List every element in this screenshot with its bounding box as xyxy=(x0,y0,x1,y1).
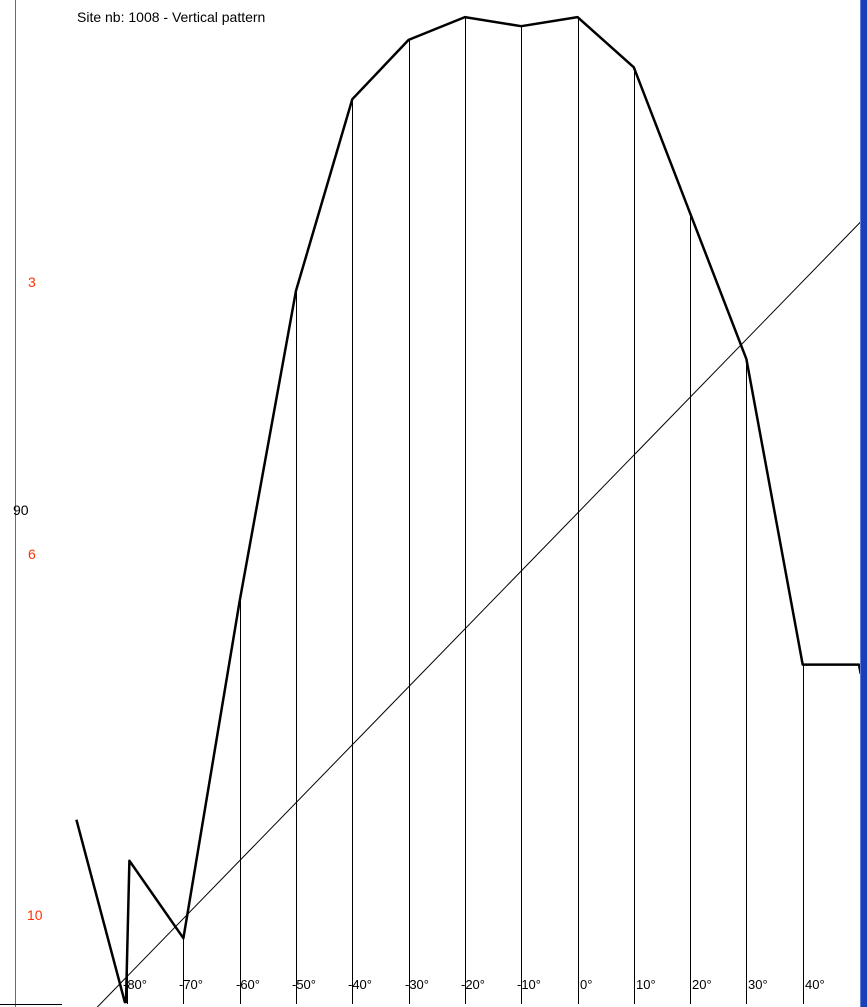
x-tick-label: -30° xyxy=(405,977,429,992)
x-tick-label: -10° xyxy=(517,977,541,992)
x-tick-label: -20° xyxy=(461,977,485,992)
x-tick-label: 20° xyxy=(692,977,712,992)
left-axis-label-90: 90 xyxy=(13,502,29,518)
x-tick-label: 40° xyxy=(805,977,825,992)
x-tick-label: -50° xyxy=(292,977,316,992)
reference-line-layer xyxy=(96,217,865,1007)
x-tick-label: -60° xyxy=(236,977,260,992)
x-tick-label: 30° xyxy=(748,977,768,992)
left-scale-tick-6: 6 xyxy=(28,546,36,562)
reference-line xyxy=(96,217,865,1007)
x-tick-label: -40° xyxy=(348,977,372,992)
vertical-gridlines xyxy=(127,17,804,1004)
pattern-curve xyxy=(75,15,862,1004)
x-tick-labels: -80° -70° -60° -50° -40° -30° -20° -10° 0° 10° 20°… xyxy=(123,977,867,992)
chart-title: Site nb: 1008 - Vertical pattern xyxy=(77,9,265,25)
x-tick-label: -70° xyxy=(179,977,203,992)
left-scale-tick-3: 3 xyxy=(28,274,36,290)
x-tick-label: 10° xyxy=(636,977,656,992)
window-frame-edge xyxy=(860,0,867,1007)
left-scale-tick-10: 10 xyxy=(27,907,43,923)
x-tick-label: 0° xyxy=(580,977,592,992)
x-tick-label: -80° xyxy=(123,977,147,992)
pattern-curve-layer xyxy=(75,15,862,1004)
